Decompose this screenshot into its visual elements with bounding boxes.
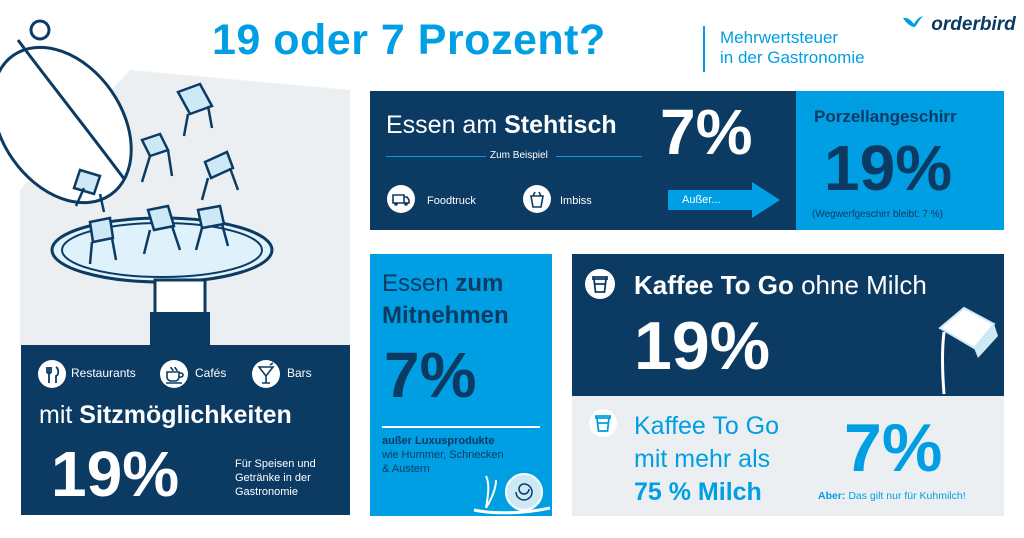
mitnehmen-divider [382,426,540,428]
coffee-black-heading-bold: Kaffee To Go [634,270,794,300]
coffee-milk-panel: Kaffee To Go mit mehr als 75 % Milch 7% … [572,396,1004,516]
mitnehmen-line-1-regular: Essen [382,270,456,297]
example-divider-right [556,156,642,157]
header-divider [703,26,705,72]
foodtruck-label: Foodtruck [427,195,476,207]
fork-knife-icon [37,359,67,389]
seating-heading: mit Sitzmöglichkeiten [39,401,292,430]
bird-logo-icon [902,14,929,35]
mitnehmen-panel: Essen zum Mitnehmen 7% außer Luxusproduk… [370,254,552,516]
coffee-milk-line-1: Kaffee To Go [634,412,780,440]
stehtisch-heading: Essen am Stehtisch [386,111,617,140]
mitnehmen-exception-line-2: wie Hummer, Schnecken [382,449,504,461]
cocktail-glass-icon [251,359,281,389]
coffee-black-heading: Kaffee To Go ohne Milch [634,270,927,301]
coffee-milk-note-bold: Aber: [818,490,846,502]
example-divider-left [386,156,486,157]
cloche-illustration [0,0,350,345]
arrow-right-icon [668,182,780,218]
seating-note-line-2: Getränke in der [235,472,311,484]
mitnehmen-exception-bold: außer Luxusprodukte [382,435,495,447]
snail-icon [472,462,552,516]
restaurants-label: Restaurants [71,366,136,380]
coffee-milk-line-2: mit mehr als [634,445,771,473]
stehtisch-panel: Essen am Stehtisch Zum Beispiel Foodtruc… [370,91,796,230]
mitnehmen-line-2-bold: Mitnehmen [382,302,509,329]
mitnehmen-line-1-bold: zum [455,270,504,297]
mitnehmen-exception-line-3: & Austern [382,463,430,475]
coffee-black-panel: Kaffee To Go ohne Milch 19% [572,254,1004,396]
seating-heading-prefix: mit [39,401,80,429]
chair-icon [72,82,240,265]
seating-note-line-3: Gastronomie [235,486,298,498]
takeaway-box-icon [522,184,552,214]
brand-logo: orderbird [902,14,1016,36]
example-label: Zum Beispiel [490,150,548,161]
coffee-milk-line-3: 75 % Milch [634,478,762,506]
mitnehmen-heading: Essen zum Mitnehmen [382,268,509,332]
coffee-milk-note-regular: Das gilt nur für Kuhmilch! [845,490,966,502]
porzellan-percent: 19% [824,132,953,204]
seating-panel: Restaurants Cafés Bars mit Sitzmöglichke… [21,345,350,515]
seating-heading-bold: Sitzmöglichkeiten [79,401,292,429]
seating-note-line-1: Für Speisen und [235,458,316,470]
mitnehmen-exception: außer Luxusprodukte wie Hummer, Schnecke… [382,434,504,476]
stehtisch-heading-bold: Stehtisch [504,111,617,139]
coffee-to-go-icon [584,268,616,300]
exception-arrow-label: Außer... [682,194,721,206]
seating-note: Für Speisen und Getränke in der Gastrono… [235,457,316,499]
porzellan-note: (Wegwerfgeschirr bleibt: 7 %) [812,209,943,220]
mitnehmen-percent: 7% [384,339,477,411]
coffee-milk-percent: 7% [844,410,943,486]
stehtisch-percent: 7% [660,96,753,168]
seating-percent: 19% [51,438,180,510]
stehtisch-heading-prefix: Essen am [386,111,505,139]
coffee-to-go-icon [588,408,618,438]
subtitle-line-1: Mehrwertsteuer [720,28,839,47]
cafes-label: Cafés [195,366,227,380]
coffee-black-percent: 19% [634,308,771,384]
foodtruck-icon [386,184,416,214]
porzellan-panel: Porzellangeschirr 19% (Wegwerfgeschirr b… [796,91,1004,230]
milk-carton-icon [934,298,1000,396]
cloche-icon [0,19,133,205]
bars-label: Bars [287,366,312,380]
page-subtitle: Mehrwertsteuer in der Gastronomie [720,28,865,68]
coffee-milk-heading: Kaffee To Go mit mehr als 75 % Milch [634,410,779,509]
imbiss-label: Imbiss [560,195,592,207]
coffee-black-heading-regular: ohne Milch [793,270,927,300]
page-title: 19 oder 7 Prozent? [212,16,606,64]
subtitle-line-2: in der Gastronomie [720,48,865,67]
coffee-milk-note: Aber: Das gilt nur für Kuhmilch! [818,490,966,502]
coffee-cup-icon [159,359,189,389]
porzellan-heading: Porzellangeschirr [814,107,957,126]
logo-text: orderbird [931,14,1016,35]
